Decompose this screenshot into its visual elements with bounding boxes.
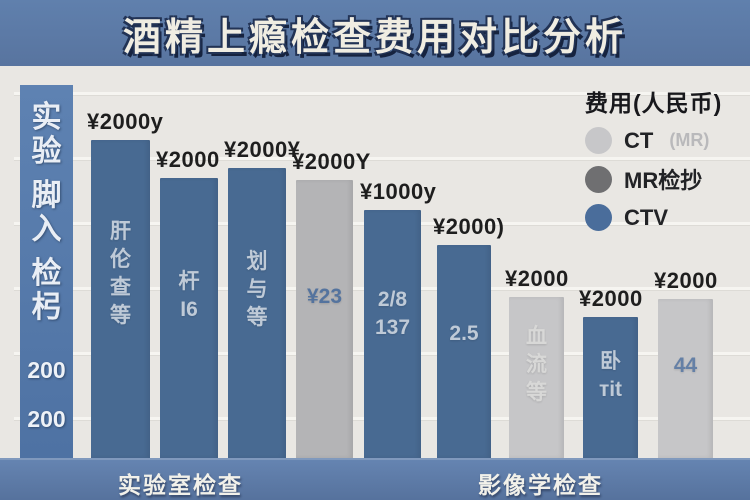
chart-area: 实验脚入检杛 200 200 肝伦查等 ¥2000y 杆 I6 ¥2000 划与等 ¥2000¥…	[0, 66, 750, 458]
bar-4: ¥23	[296, 180, 353, 458]
y-axis-tick: 200	[27, 406, 66, 432]
bar-inner-line: 2/8	[377, 288, 408, 312]
bar-inner-label: 血流等	[509, 325, 564, 405]
legend-swatch-icon	[585, 165, 612, 193]
legend-swatch-icon	[585, 127, 612, 154]
bar-inner-line: 杆	[178, 269, 200, 293]
bar-value-label: ¥2000	[505, 266, 569, 291]
bar-inner-line: тit	[598, 378, 623, 402]
y-axis-char: 检	[31, 257, 62, 290]
y-axis-char: 杛	[31, 291, 62, 324]
bar-inner-line: 等	[246, 305, 268, 329]
bar-value-label: ¥2000y	[87, 109, 164, 134]
bar-value-label: ¥2000¥	[224, 137, 301, 162]
bar-inner-line: 卧	[600, 350, 621, 374]
bar-inner-line: 137	[374, 316, 411, 340]
bar-value-label: ¥1000y	[360, 179, 437, 204]
bar-inner-label: 卧 тit	[583, 350, 638, 402]
bar-2: 杆 I6	[160, 178, 218, 458]
bar-inner-line: 44	[673, 353, 698, 377]
legend-items: CT (MR) MR检抄 CTV	[585, 127, 722, 231]
y-axis-char: 入	[31, 213, 62, 246]
bar-7: 血流等	[509, 297, 564, 458]
bar-value-label: ¥2000)	[433, 214, 505, 239]
bar-3: 划与等	[228, 168, 286, 458]
title-bar: 酒精上瘾检查费用对比分析	[0, 0, 750, 66]
bar-inner-line: 血	[526, 324, 547, 348]
y-axis-word: 脚入	[32, 179, 62, 247]
bar-1: 肝伦查等	[91, 140, 150, 458]
bar-inner-line: 查	[110, 275, 131, 299]
bar-5: 2/8 137	[364, 210, 421, 458]
bar-inner-label: 杆 I6	[160, 270, 218, 322]
bar-9: 44	[658, 299, 713, 458]
bar-inner-line: ¥23	[306, 284, 343, 308]
bar-inner-label: ¥23	[296, 285, 353, 309]
bar-inner-line: I6	[180, 297, 198, 321]
bar-inner-line: 等	[110, 303, 131, 327]
legend-swatch-icon	[585, 204, 612, 231]
bar-value-label: ¥2000Y	[292, 149, 371, 174]
bar-6: 2.5	[437, 245, 491, 458]
x-axis-strip: 实验室检查 影像学检查	[0, 458, 750, 500]
bar-value-label: ¥2000	[156, 147, 220, 172]
legend-title: 费用(人民币)	[585, 90, 723, 116]
legend-label: MR检抄	[624, 168, 703, 193]
gridline	[14, 157, 750, 160]
bar-inner-line: 等	[526, 380, 547, 404]
y-axis-char: 脚	[31, 179, 62, 212]
y-axis-word: 实验	[32, 101, 62, 169]
y-axis-char: 实	[31, 101, 62, 134]
bar-inner-label: 划与等	[228, 250, 286, 330]
bar-inner-label: 44	[658, 354, 713, 378]
y-axis-tick: 200	[27, 357, 66, 383]
bar-inner-line: 肝	[110, 219, 131, 243]
legend-sublabel: (MR)	[669, 130, 710, 150]
legend: 费用(人民币) CT (MR) MR检抄 CTV	[585, 84, 722, 231]
bar-inner-label: 2.5	[437, 322, 491, 346]
legend-item: MR检抄	[585, 163, 722, 195]
group-label-imaging: 影像学检查	[478, 472, 603, 498]
group-label-lab: 实验室检查	[118, 472, 243, 498]
legend-item: CT (MR)	[585, 127, 722, 154]
chart-title: 酒精上瘾检查费用对比分析	[122, 16, 627, 59]
bar-8: 卧 тit	[583, 317, 638, 458]
bar-inner-label: 肝伦查等	[91, 220, 150, 328]
bar-inner-line: 与	[246, 277, 268, 301]
y-axis-strip: 实验脚入检杛 200 200	[20, 85, 73, 458]
y-axis-word: 检杛	[32, 257, 62, 325]
y-axis-char: 验	[31, 135, 62, 168]
legend-label: CTV	[624, 204, 668, 230]
bar-inner-line: 伦	[110, 247, 131, 271]
bar-inner-line: 划	[246, 249, 268, 273]
bar-value-label: ¥2000	[654, 268, 718, 293]
legend-label: CT	[624, 127, 654, 153]
gridline	[14, 92, 750, 95]
bar-inner-line: 2.5	[449, 322, 479, 346]
legend-item: CTV	[585, 204, 722, 231]
bar-inner-label: 2/8 137	[364, 288, 421, 340]
bar-value-label: ¥2000	[579, 286, 643, 311]
bar-inner-line: 流	[526, 352, 547, 376]
